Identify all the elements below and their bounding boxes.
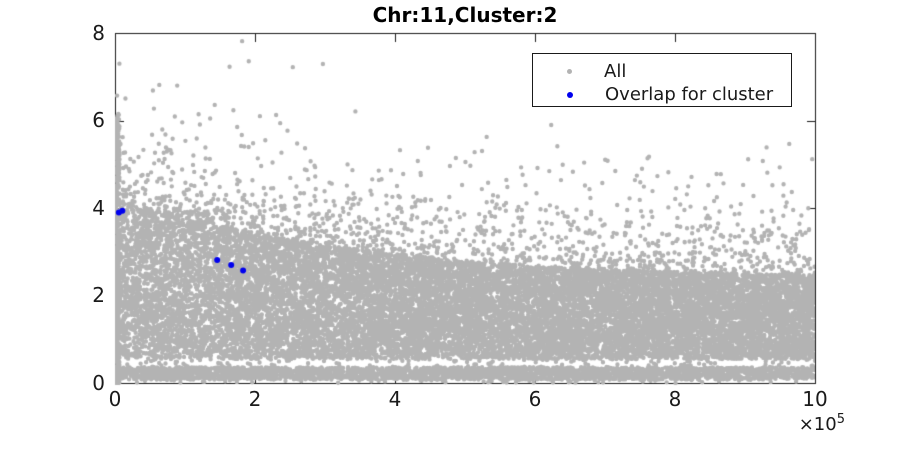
legend-entry-overlap: Overlap for cluster [533, 83, 791, 106]
x-tick-label: 2 [248, 387, 262, 411]
all-series-dot-icon [567, 69, 572, 74]
x-tick-label: 6 [528, 387, 542, 411]
y-tick-label: 8 [92, 21, 105, 45]
overlap-series-dot-icon [567, 91, 573, 98]
x-axis-multiplier: ×105 [745, 412, 845, 435]
y-tick-label: 2 [92, 283, 105, 307]
multiplier-base: ×10 [798, 414, 837, 435]
y-tick-label: 4 [92, 196, 105, 220]
y-tick-label: 0 [92, 371, 105, 395]
y-tick-label: 6 [92, 108, 105, 132]
legend-label-overlap: Overlap for cluster [605, 84, 774, 105]
x-tick-label: 8 [668, 387, 682, 411]
x-tick-label: 4 [388, 387, 402, 411]
legend-entry-all: All [533, 60, 791, 83]
x-tick-label: 10 [802, 387, 828, 411]
legend-label-all: All [604, 61, 627, 82]
chart-title: Chr:11,Cluster:2 [372, 3, 558, 27]
x-tick-label: 0 [108, 387, 122, 411]
legend: All Overlap for cluster [532, 53, 792, 107]
multiplier-exponent: 5 [836, 412, 845, 427]
